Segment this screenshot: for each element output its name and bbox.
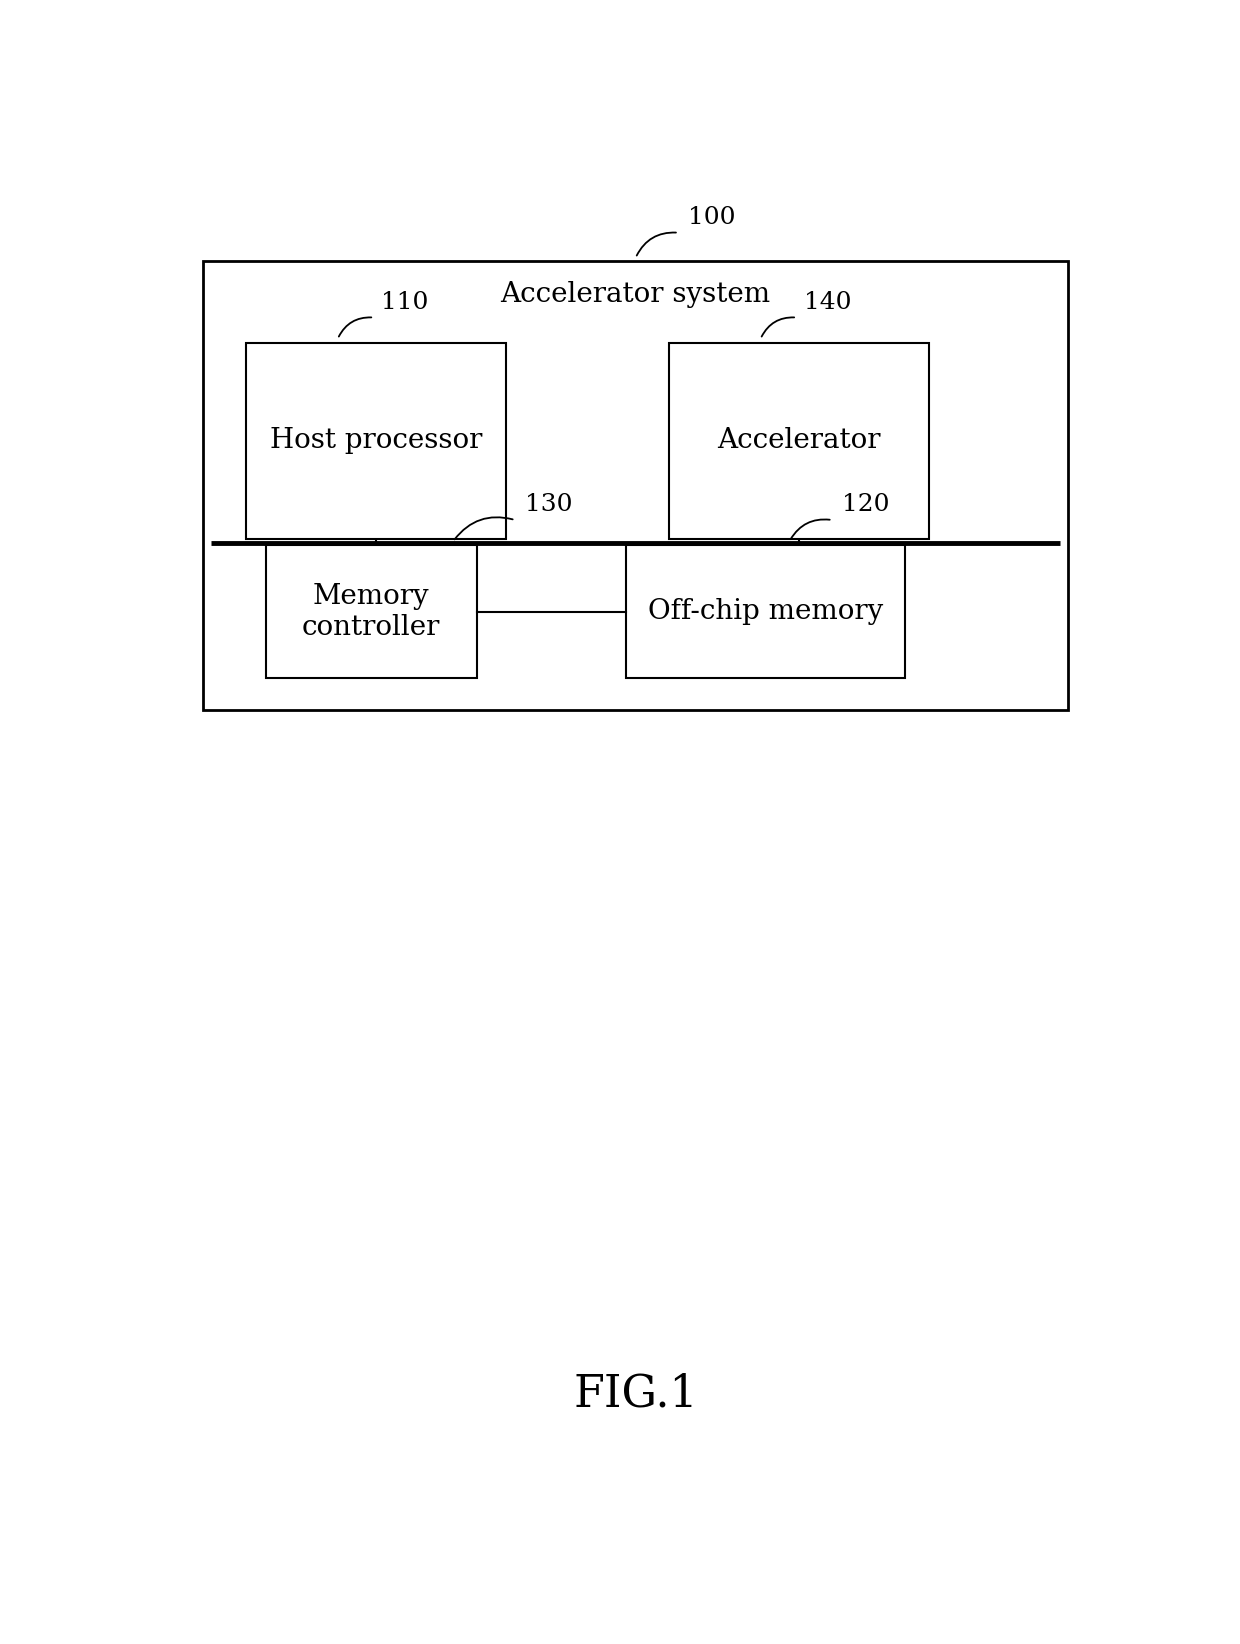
Text: 110: 110 [381,291,428,314]
Text: Off-chip memory: Off-chip memory [647,598,883,625]
Text: 100: 100 [688,206,735,229]
Bar [265,546,477,679]
Text: 130: 130 [525,493,573,516]
Text: Accelerator: Accelerator [717,427,880,454]
Text: FIG.1: FIG.1 [573,1373,698,1415]
Text: 120: 120 [842,493,889,516]
Bar [670,344,929,539]
Text: Accelerator system: Accelerator system [501,281,770,307]
Bar [203,260,1068,710]
Text: Host processor: Host processor [270,427,482,454]
Bar [626,546,905,679]
Text: Memory
controller: Memory controller [303,582,440,641]
Text: 140: 140 [804,291,851,314]
Bar [247,344,506,539]
